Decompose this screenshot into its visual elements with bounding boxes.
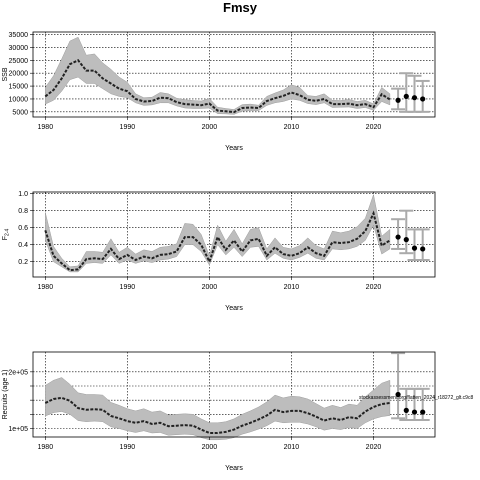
f-confidence-band: [45, 193, 391, 273]
f-plot-frame: [32, 191, 436, 278]
ssb-projection: [391, 72, 430, 113]
recruits-x-tick-label: 2020: [366, 444, 382, 451]
ssb-projection-point: [395, 97, 401, 103]
recruits-x-axis-label: Years: [225, 465, 243, 472]
ssb-x-axis-label: Years: [225, 145, 243, 152]
recruits-y-axis-label: Recruits (age 1): [2, 370, 9, 420]
ssb-x-tick-label: 1990: [120, 124, 136, 131]
recruits-projection: [391, 352, 430, 421]
recruitment-panel: 1980 1990 2000 2010 2020 1e+05 2e+05 Years Re…: [2, 351, 473, 472]
ssb-confidence-band: [45, 36, 391, 115]
f-projection-point: [395, 234, 401, 240]
ssb-y-tick-label: 5000: [12, 109, 28, 116]
recruits-y-tick-label: 2e+05: [8, 369, 28, 376]
ssb-panel: 1980 1990 2000 2010 2020 5000 10000 15000 20000…: [2, 31, 436, 152]
recruits-projection-point: [395, 391, 401, 398]
f-x-axis: 1980 1990 2000 2010 2020: [38, 277, 382, 291]
recruits-projection-point: [411, 409, 418, 415]
f-y-tick-label: 1.0: [18, 191, 28, 198]
f-y-tick-label: 0.6: [18, 225, 28, 232]
ssb-x-tick-label: 2020: [366, 124, 382, 131]
ssb-x-tick-label: 1980: [38, 124, 54, 131]
recruits-x-tick-label: 2000: [202, 444, 218, 451]
ssb-y-axis-label: SSB: [2, 67, 9, 81]
f-projection: [391, 209, 430, 261]
ssb-x-tick-label: 2000: [202, 124, 218, 131]
ssb-x-axis: 1980 1990 2000 2010 2020: [38, 117, 382, 131]
f-projection-point: [411, 245, 418, 251]
recruits-projection-point: [420, 409, 426, 415]
recruits-confidence-band: [45, 377, 391, 441]
ssb-y-tick-label: 10000: [9, 96, 29, 103]
f-projection-point: [403, 237, 409, 243]
main-title: Fmsy: [223, 0, 258, 15]
f-y-tick-label: 0.2: [18, 259, 28, 266]
ssb-y-tick-label: 15000: [9, 84, 29, 91]
recruits-x-tick-label: 2010: [284, 444, 300, 451]
f-y-axis-label: F2-4: [2, 229, 11, 241]
ssb-y-tick-label: 35000: [9, 32, 29, 39]
recruits-y-tick-label: 1e+05: [8, 426, 28, 433]
f-y-axis: 0.2 0.4 0.6 0.8 1.0: [18, 191, 33, 266]
f-y-tick-label: 0.8: [18, 208, 28, 215]
ssb-median-line: [44, 59, 391, 114]
recruits-y-axis: 1e+05 2e+05: [8, 369, 33, 433]
ssb-x-tick-label: 2010: [284, 124, 300, 131]
f-x-tick-label: 2020: [366, 284, 382, 291]
recruits-x-tick-label: 1980: [38, 444, 54, 451]
f-x-tick-label: 2000: [202, 284, 218, 291]
f-median-line: [44, 210, 391, 272]
recruits-x-axis: 1980 1990 2000 2010 2020: [38, 437, 382, 451]
ssb-plot-frame: [32, 31, 436, 118]
ssb-projection-point: [411, 95, 418, 101]
f-y-axis-label-main: F: [2, 236, 9, 240]
f-x-axis-label: Years: [225, 305, 243, 312]
recruits-x-tick-label: 1990: [120, 444, 136, 451]
ssb-y-axis: 5000 10000 15000 20000 25000 30000 35000: [9, 32, 33, 116]
recruits-projection-point: [403, 407, 409, 413]
ssb-projection-point: [403, 93, 409, 99]
recruits-median-line: [44, 396, 391, 434]
f-projection-point: [420, 246, 426, 252]
f-x-tick-label: 2010: [284, 284, 300, 291]
recruits-plot-frame: [32, 351, 436, 438]
ssb-y-tick-label: 20000: [9, 71, 29, 78]
f-x-tick-label: 1990: [120, 284, 136, 291]
ssb-y-tick-label: 30000: [9, 45, 29, 52]
f-y-axis-label-subscript: 2-4: [5, 229, 11, 236]
fishing-mortality-panel: 1980 1990 2000 2010 2020 0.2 0.4 0.6 0.8 1.0 Yea…: [2, 191, 436, 312]
f-y-tick-label: 0.4: [18, 242, 28, 249]
ssb-projection-point: [420, 96, 426, 102]
recruits-annotation: stockassessment.org/flatten_2024_r18272_…: [359, 395, 473, 401]
ssb-y-tick-label: 25000: [9, 58, 29, 65]
f-x-tick-label: 1980: [38, 284, 54, 291]
